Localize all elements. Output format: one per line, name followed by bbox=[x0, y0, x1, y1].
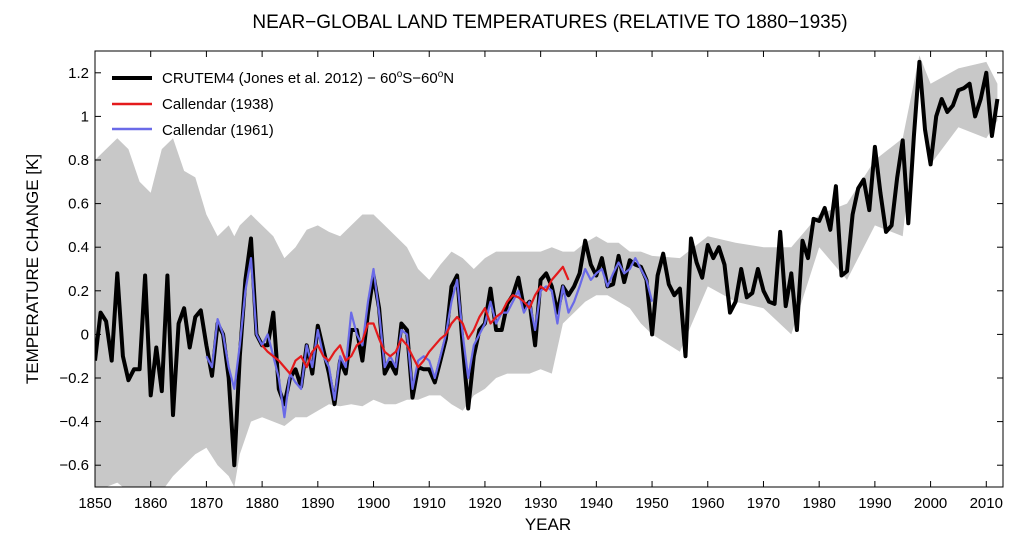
legend-label-callendar1938: Callendar (1938) bbox=[162, 96, 274, 113]
y-tick-label: 1 bbox=[81, 108, 89, 125]
x-tick-label: 1940 bbox=[580, 495, 613, 512]
x-tick-label: 1970 bbox=[747, 495, 780, 512]
y-tick-label: −0.4 bbox=[59, 414, 89, 431]
series-line-crutem4 bbox=[95, 59, 1000, 468]
y-tick-label: 1.2 bbox=[68, 65, 89, 82]
x-tick-label: 1850 bbox=[78, 495, 111, 512]
y-tick-label: 0 bbox=[81, 326, 89, 343]
x-axis-label: YEAR bbox=[525, 515, 571, 534]
y-tick-label: 0.4 bbox=[68, 239, 89, 256]
y-tick-label: 0.8 bbox=[68, 152, 89, 169]
y-axis-label: TEMPERATURE CHANGE [K] bbox=[23, 154, 42, 384]
x-tick-label: 1930 bbox=[524, 495, 557, 512]
y-axis: −0.6 −0.4 −0.2 0 0.2 0.4 0.6 0.8 1 1.2 bbox=[59, 65, 1003, 474]
y-tick-label: −0.2 bbox=[59, 370, 89, 387]
x-tick-label: 2010 bbox=[970, 495, 1003, 512]
series-layer bbox=[95, 59, 1000, 468]
y-tick-label: 0.6 bbox=[68, 196, 89, 213]
x-axis: 1850 1860 1870 1880 1890 1900 1910 1920 1930 1940… bbox=[78, 51, 1003, 512]
x-tick-label: 2000 bbox=[914, 495, 947, 512]
plot-frame bbox=[94, 50, 1004, 488]
y-tick-label: −0.6 bbox=[59, 457, 89, 474]
uncertainty-band-layer bbox=[95, 55, 998, 487]
series-line-callendar1961 bbox=[205, 257, 654, 419]
legend-label-crutem4-mid: S−60 bbox=[402, 70, 437, 87]
series-line-callendar1938 bbox=[261, 265, 570, 375]
x-tick-label: 1870 bbox=[190, 495, 223, 512]
uncertainty-band bbox=[95, 55, 998, 487]
legend-label-callendar1961: Callendar (1961) bbox=[162, 122, 274, 139]
legend-label-crutem4-main: CRUTEM4 (Jones et al. 2012) − 60 bbox=[162, 70, 397, 87]
x-tick-label: 1890 bbox=[301, 495, 334, 512]
x-tick-label: 1990 bbox=[858, 495, 891, 512]
legend-label-crutem4-sup1: o bbox=[397, 69, 403, 80]
x-tick-label: 1880 bbox=[245, 495, 278, 512]
x-tick-label: 1860 bbox=[134, 495, 167, 512]
x-tick-label: 1910 bbox=[413, 495, 446, 512]
chart-title: NEAR−GLOBAL LAND TEMPERATURES (RELATIVE … bbox=[252, 12, 847, 33]
x-tick-label: 1950 bbox=[635, 495, 668, 512]
x-tick-label: 1900 bbox=[357, 495, 390, 512]
x-tick-label: 1920 bbox=[468, 495, 501, 512]
legend: CRUTEM4 (Jones et al. 2012) − 60oS−60oN … bbox=[112, 69, 454, 139]
x-tick-label: 1980 bbox=[802, 495, 835, 512]
x-tick-label: 1960 bbox=[691, 495, 724, 512]
legend-label-crutem4-sup2: o bbox=[438, 69, 444, 80]
plot-area bbox=[94, 50, 1004, 488]
y-tick-label: 0.2 bbox=[68, 283, 89, 300]
legend-label-crutem4: CRUTEM4 (Jones et al. 2012) − 60oS−60oN bbox=[162, 69, 454, 87]
legend-label-crutem4-tail: N bbox=[443, 70, 454, 87]
